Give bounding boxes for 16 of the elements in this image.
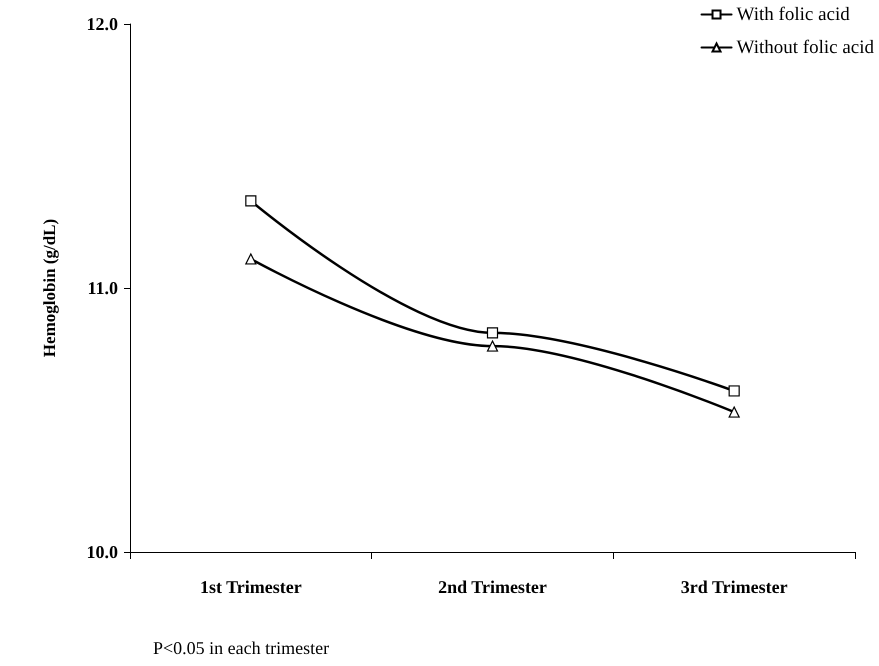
y-tick-label: 12.0 <box>86 14 118 34</box>
point <box>245 253 256 265</box>
y-tick-label: 10.0 <box>86 542 118 562</box>
point <box>486 340 498 352</box>
x-tick-label: 2nd Trimester <box>438 577 547 597</box>
y-axis-title: Hemoglobin (g/dL) <box>40 218 59 358</box>
x-tick-label: 1st Trimester <box>200 577 302 597</box>
text: P<0.05 in each trimester <box>153 638 330 658</box>
point <box>486 327 498 338</box>
legend-label: With folic acid <box>736 4 850 25</box>
point <box>245 195 256 206</box>
point <box>728 385 740 397</box>
y-tick-label: 11.0 <box>87 278 118 298</box>
legend-label: Without folic acid <box>736 37 874 58</box>
point <box>728 406 740 418</box>
x-tick-label: 3rd Trimester <box>680 577 788 597</box>
